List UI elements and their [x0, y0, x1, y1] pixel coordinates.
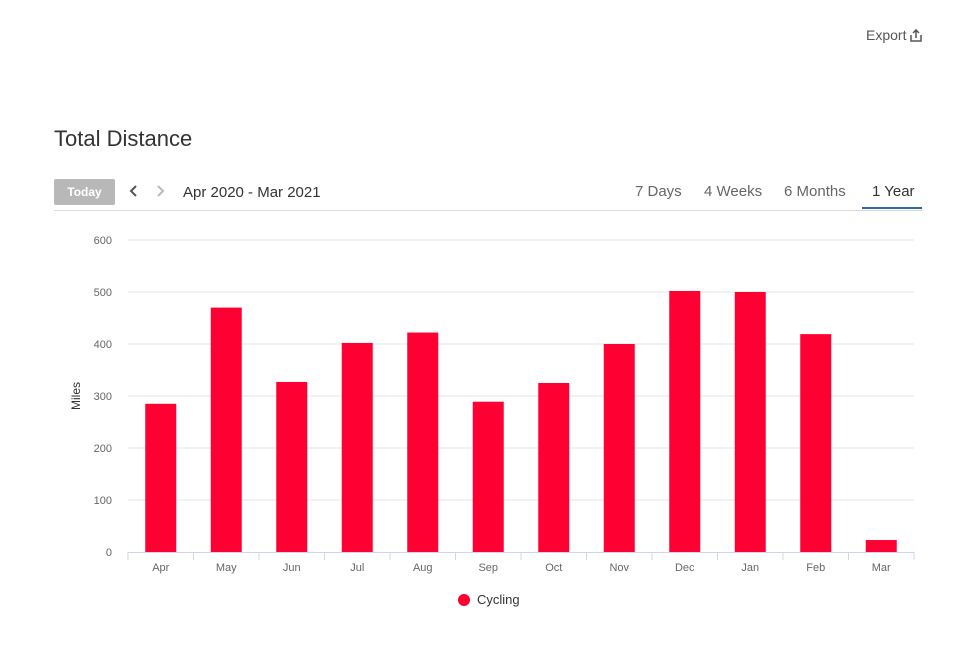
x-tick-label: Nov — [609, 562, 629, 574]
bar-jul — [341, 342, 373, 552]
y-tick-label: 400 — [94, 339, 112, 351]
y-tick-label: 0 — [106, 547, 112, 559]
export-button[interactable]: Export — [866, 27, 923, 43]
y-axis-title: Miles — [69, 382, 83, 410]
legend-swatch — [458, 593, 470, 606]
x-tick-label: Mar — [872, 562, 891, 574]
active-tab-underline — [862, 207, 922, 209]
x-tick-label: Apr — [152, 562, 169, 574]
toolbar: Today Apr 2020 - Mar 2021 7 Days 4 Weeks… — [54, 176, 922, 211]
bar-feb — [800, 334, 832, 552]
chevron-left-icon[interactable] — [126, 183, 142, 199]
x-tick-label: Aug — [413, 562, 433, 574]
x-tick-label: Sep — [478, 562, 498, 574]
export-icon — [910, 28, 923, 42]
bar-oct — [538, 383, 570, 552]
y-tick-label: 200 — [94, 443, 112, 455]
chevron-right-icon[interactable] — [152, 183, 168, 199]
tab-7-days[interactable]: 7 Days — [635, 183, 682, 200]
x-tick-label: Jan — [741, 562, 759, 574]
x-tick-label: Oct — [545, 562, 562, 574]
export-label: Export — [866, 27, 907, 43]
x-tick-label: Jun — [283, 562, 301, 574]
bar-nov — [603, 344, 635, 552]
bar-jun — [276, 381, 308, 552]
bar-jan — [734, 292, 766, 552]
tab-6-months[interactable]: 6 Months — [784, 183, 846, 200]
x-tick-label: Feb — [806, 562, 825, 574]
bar-dec — [669, 290, 701, 552]
y-tick-label: 300 — [94, 391, 112, 403]
bar-sep — [472, 401, 504, 552]
bar-mar — [865, 540, 897, 552]
today-button[interactable]: Today — [54, 179, 115, 205]
date-range-label: Apr 2020 - Mar 2021 — [183, 184, 321, 201]
x-tick-label: Dec — [675, 562, 695, 574]
x-tick-label: Jul — [350, 562, 364, 574]
tab-4-weeks[interactable]: 4 Weeks — [704, 183, 763, 200]
y-tick-label: 100 — [94, 495, 112, 507]
bar-may — [210, 307, 242, 552]
bar-aug — [407, 332, 439, 552]
page-title: Total Distance — [54, 126, 193, 151]
y-tick-label: 500 — [94, 287, 112, 299]
legend-label: Cycling — [477, 592, 520, 607]
legend-item-cycling[interactable]: Cycling — [458, 592, 520, 607]
bar-apr — [145, 403, 177, 552]
tab-1-year[interactable]: 1 Year — [872, 183, 915, 200]
y-tick-label: 600 — [94, 235, 112, 247]
x-tick-label: May — [216, 562, 237, 574]
